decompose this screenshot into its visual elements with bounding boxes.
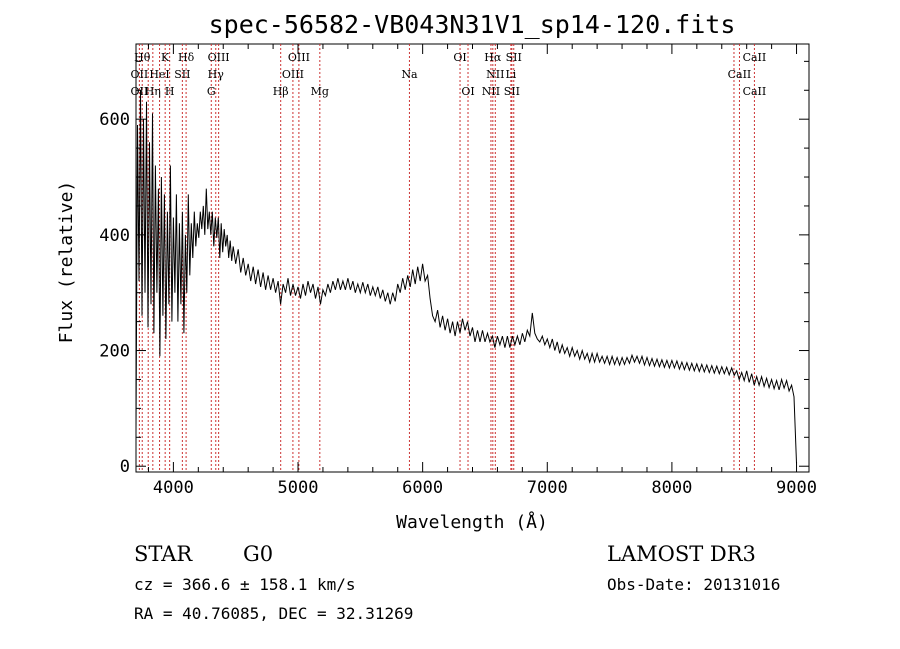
line-label-nii: NII	[482, 85, 500, 98]
x-axis-ticks: 4000 5000 6000 7000 8000 9000	[147, 44, 817, 498]
line-label-hα: Hα	[484, 51, 502, 64]
x-tick-label: 5000	[278, 478, 319, 498]
line-label-oiii: OIII	[208, 51, 230, 64]
obs-date-text: Obs-Date: 20131016	[607, 575, 780, 594]
line-label-li: Li	[505, 68, 516, 81]
line-label-hγ: Hγ	[208, 68, 225, 81]
line-label-h: H	[165, 85, 175, 98]
line-label-nii: NII	[486, 68, 504, 81]
line-label-sii: SII	[504, 85, 520, 98]
spectral-line-labels: Hθ K Hδ OIII OIII OI Hα SII CaII OII HeI SII Hγ OIII N…	[131, 51, 767, 98]
spectrum-line	[135, 90, 797, 464]
y-tick-label: 400	[99, 226, 130, 246]
line-label-caii: CaII	[728, 68, 752, 81]
survey-label: LAMOST DR3	[607, 542, 756, 566]
x-tick-label: 7000	[527, 478, 568, 498]
line-label-hθ: Hθ	[134, 51, 151, 64]
line-label-caii: CaII	[743, 85, 767, 98]
x-tick-label: 6000	[402, 478, 443, 498]
subclass-label: G0	[243, 542, 273, 566]
y-axis-ticks: 0 200 400 600	[99, 60, 809, 477]
line-label-hei: HeI	[149, 68, 169, 81]
line-label-sii: SII	[174, 68, 190, 81]
y-axis-label: Flux (relative)	[56, 181, 77, 344]
x-tick-label: 9000	[776, 478, 817, 498]
line-label-hδ: Hδ	[178, 51, 195, 64]
y-tick-label: 200	[99, 342, 130, 362]
line-label-hη: Hη	[145, 85, 161, 98]
line-label-oii: OII	[131, 85, 149, 98]
line-label-oi: OI	[453, 51, 466, 64]
x-tick-label: 8000	[651, 478, 692, 498]
redshift-text: cz = 366.6 ± 158.1 km/s	[134, 575, 356, 594]
line-label-caii: CaII	[743, 51, 767, 64]
line-label-mg: Mg	[311, 85, 329, 98]
spectrum-series	[135, 90, 797, 464]
line-label-oi: OI	[461, 85, 474, 98]
line-label-na: Na	[401, 68, 418, 81]
line-label-g: G	[207, 85, 216, 98]
x-tick-label: 4000	[153, 478, 194, 498]
class-label: STAR	[134, 542, 193, 566]
coords-text: RA = 40.76085, DEC = 32.31269	[134, 604, 413, 623]
line-label-k: K	[161, 51, 170, 64]
line-label-sii: SII	[506, 51, 522, 64]
line-label-oiii: OIII	[282, 68, 304, 81]
line-label-oiii: OIII	[288, 51, 310, 64]
y-tick-label: 600	[99, 110, 130, 130]
y-tick-label: 0	[120, 457, 130, 477]
line-label-hβ: Hβ	[273, 85, 289, 98]
x-axis-label: Wavelength (Å)	[396, 511, 548, 533]
line-label-oii: OII	[131, 68, 149, 81]
spectral-line-markers	[138, 44, 755, 472]
chart-title: spec-56582-VB043N31V1_sp14-120.fits	[209, 10, 736, 39]
